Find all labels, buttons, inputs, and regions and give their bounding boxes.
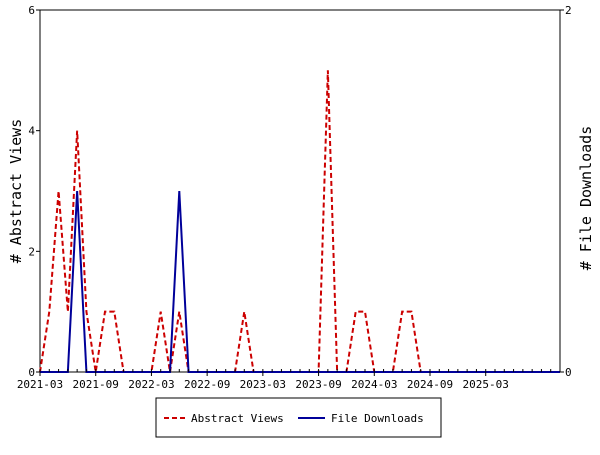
y-right-tick-label: 0: [565, 366, 572, 379]
x-tick-label: 2023-03: [240, 378, 286, 391]
x-tick-label: 2024-03: [351, 378, 397, 391]
x-tick-label: 2025-03: [463, 378, 509, 391]
tick-layer: 2021-03 2021-09 2022-03 2022-09 2023-03 2023-…: [17, 4, 572, 391]
y-axis-right-title: # File Downloads: [577, 126, 595, 271]
x-tick-label: 2021-03: [17, 378, 63, 391]
y-left-tick-label: 6: [28, 4, 35, 17]
y-left-tick-label: 2: [28, 245, 35, 258]
x-tick-label: 2023-09: [295, 378, 341, 391]
legend-label-abstract-views: Abstract Views: [191, 412, 284, 425]
x-tick-label: 2022-09: [184, 378, 230, 391]
x-tick-label: 2022-03: [128, 378, 174, 391]
y-left-tick-label: 0: [28, 366, 35, 379]
x-tick-label: 2021-09: [73, 378, 119, 391]
x-tick-label: 2024-09: [407, 378, 453, 391]
plot-area: [39, 9, 561, 373]
y-axis-left-title: # Abstract Views: [7, 119, 25, 264]
y-right-tick-label: 2: [565, 4, 572, 17]
legend: Abstract Views File Downloads: [155, 397, 442, 438]
y-left-tick-label: 4: [28, 125, 35, 138]
legend-label-file-downloads: File Downloads: [331, 412, 424, 425]
